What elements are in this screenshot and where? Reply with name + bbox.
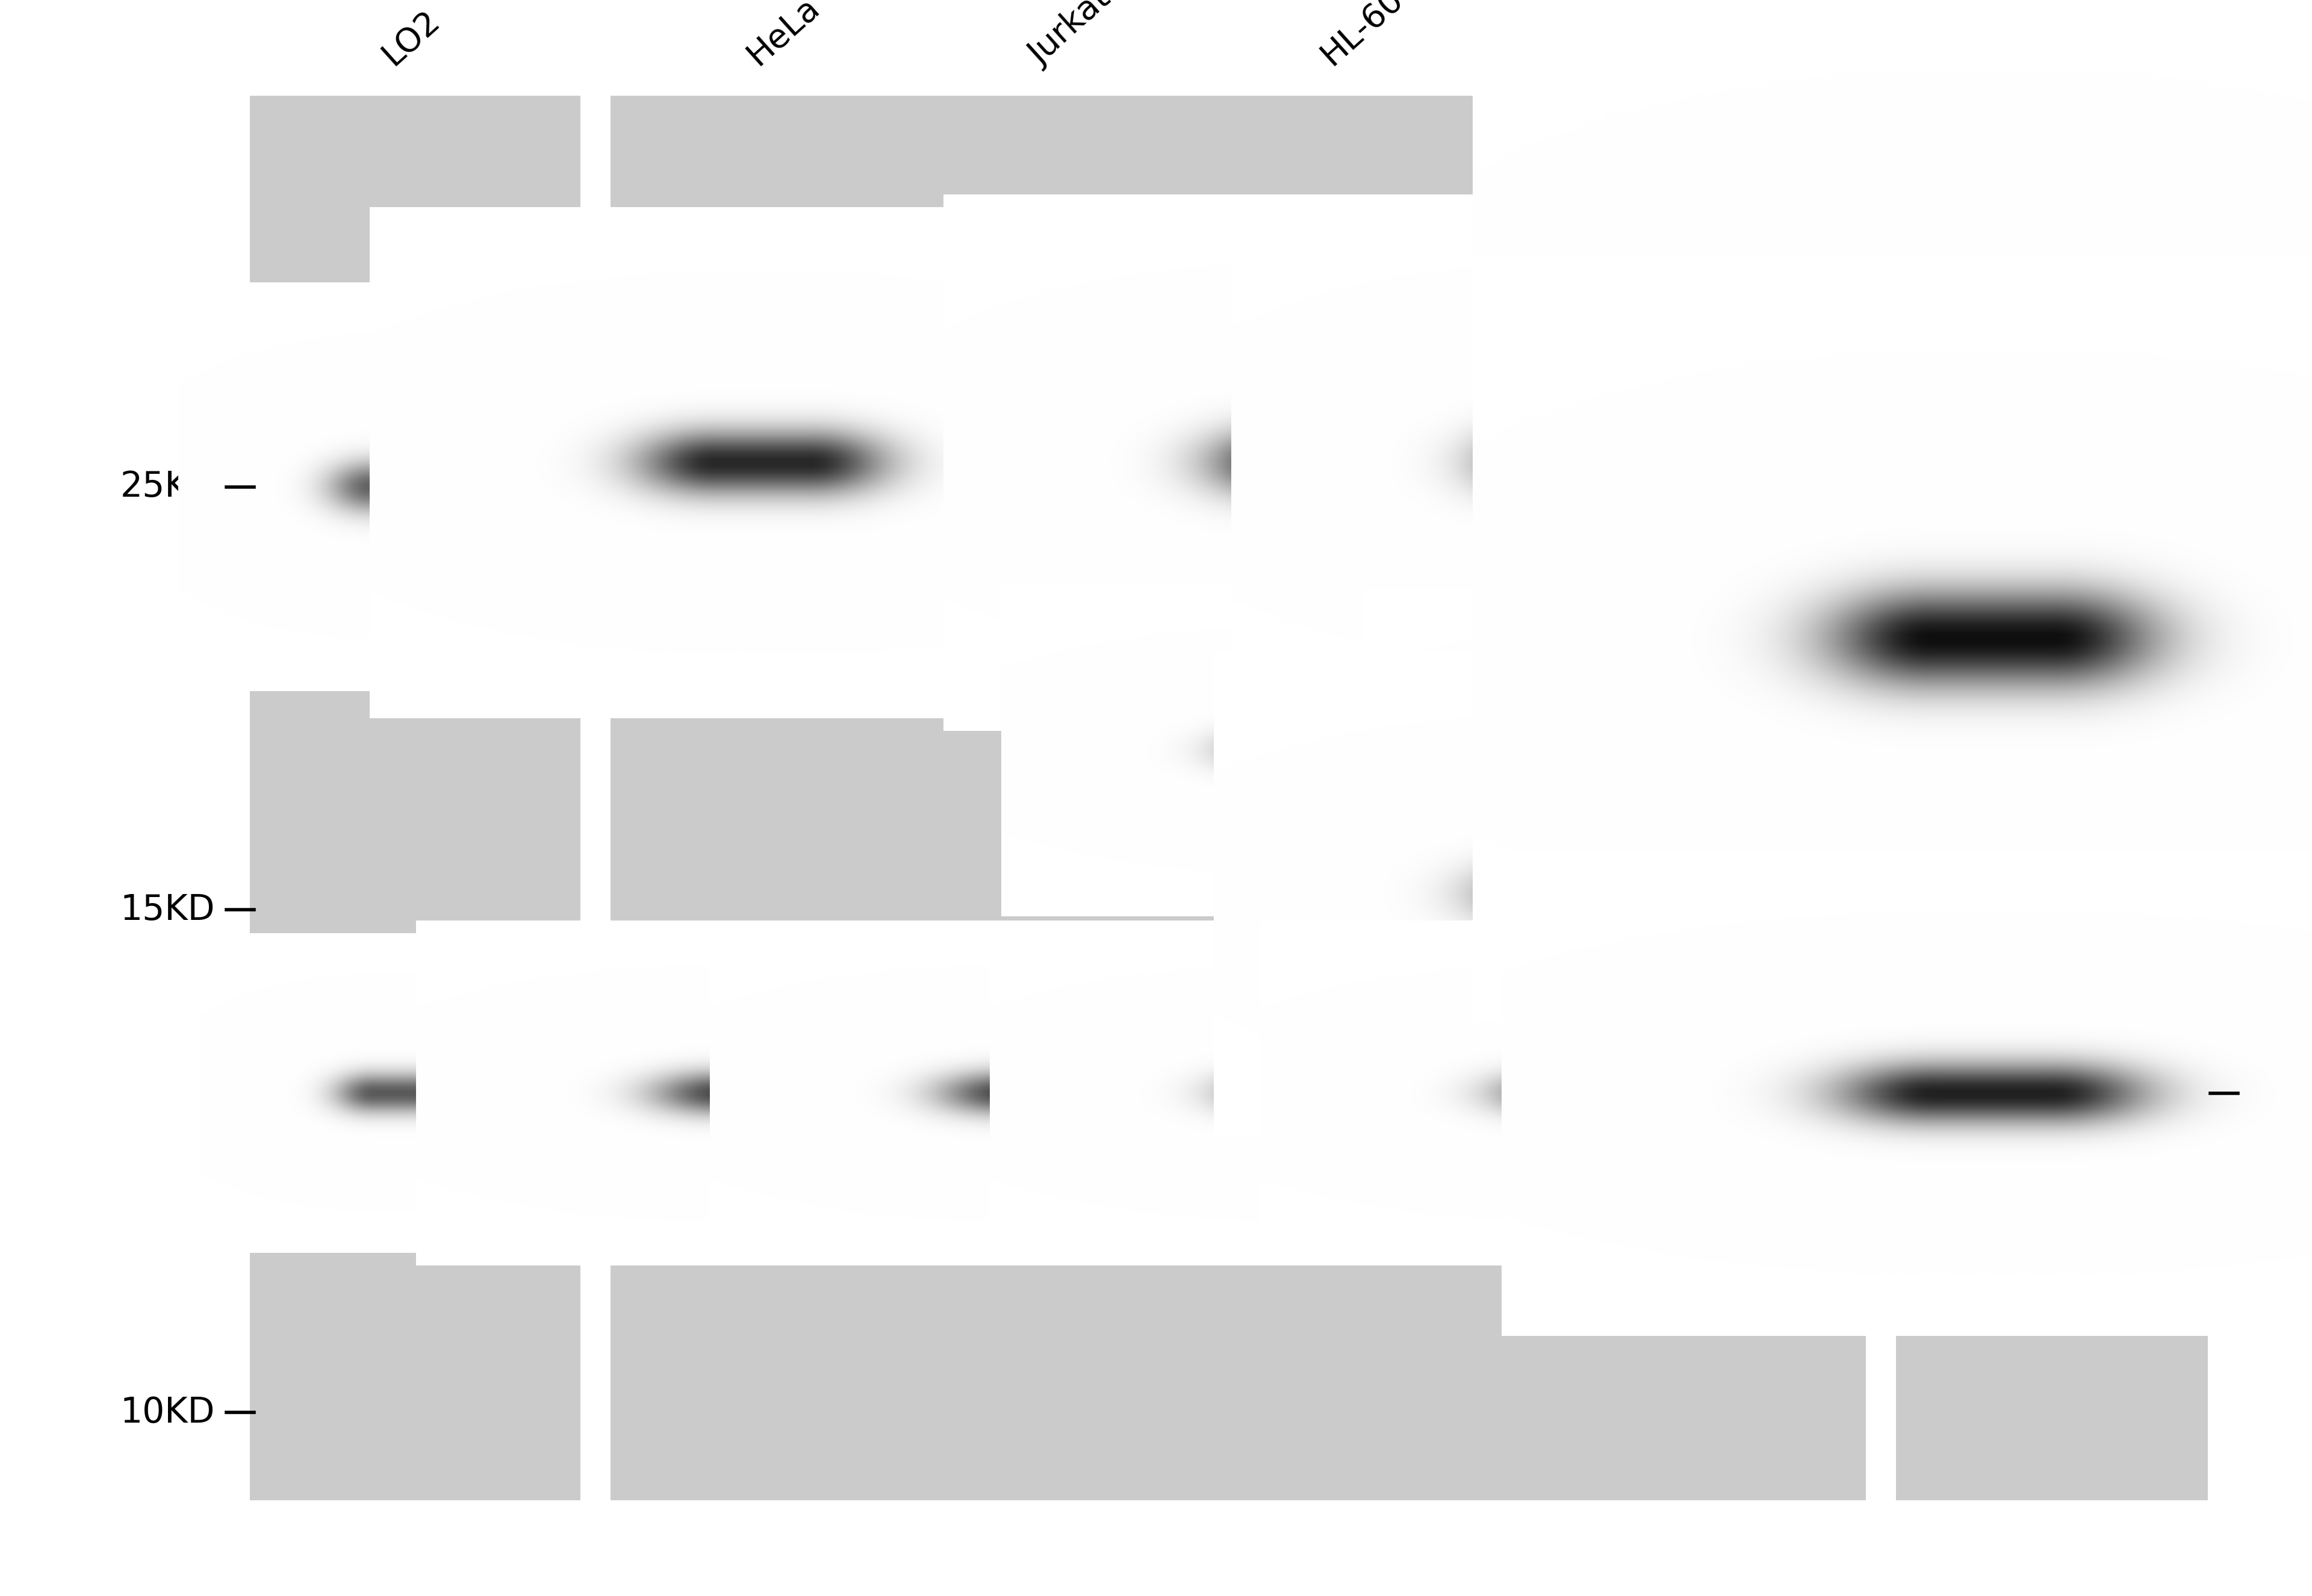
- Bar: [250, 96, 580, 1500]
- Text: HeLa: HeLa: [742, 0, 825, 72]
- Text: Mouse pancreas: Mouse pancreas: [1586, 0, 1808, 72]
- Text: 10KD: 10KD: [120, 1395, 215, 1430]
- Text: Jurkat: Jurkat: [1024, 0, 1117, 72]
- Bar: [610, 96, 1866, 1500]
- Text: 15KD: 15KD: [120, 892, 215, 927]
- Bar: [580, 96, 610, 1500]
- Text: 25KD: 25KD: [120, 469, 215, 504]
- Bar: [1866, 96, 1896, 1500]
- Text: Mouse kidney: Mouse kidney: [1972, 0, 2164, 72]
- Text: LO2: LO2: [377, 5, 446, 72]
- Text: TXNL4A: TXNL4A: [2250, 1076, 2312, 1111]
- Text: HL-60: HL-60: [1316, 0, 1408, 72]
- Bar: [1896, 96, 2208, 1500]
